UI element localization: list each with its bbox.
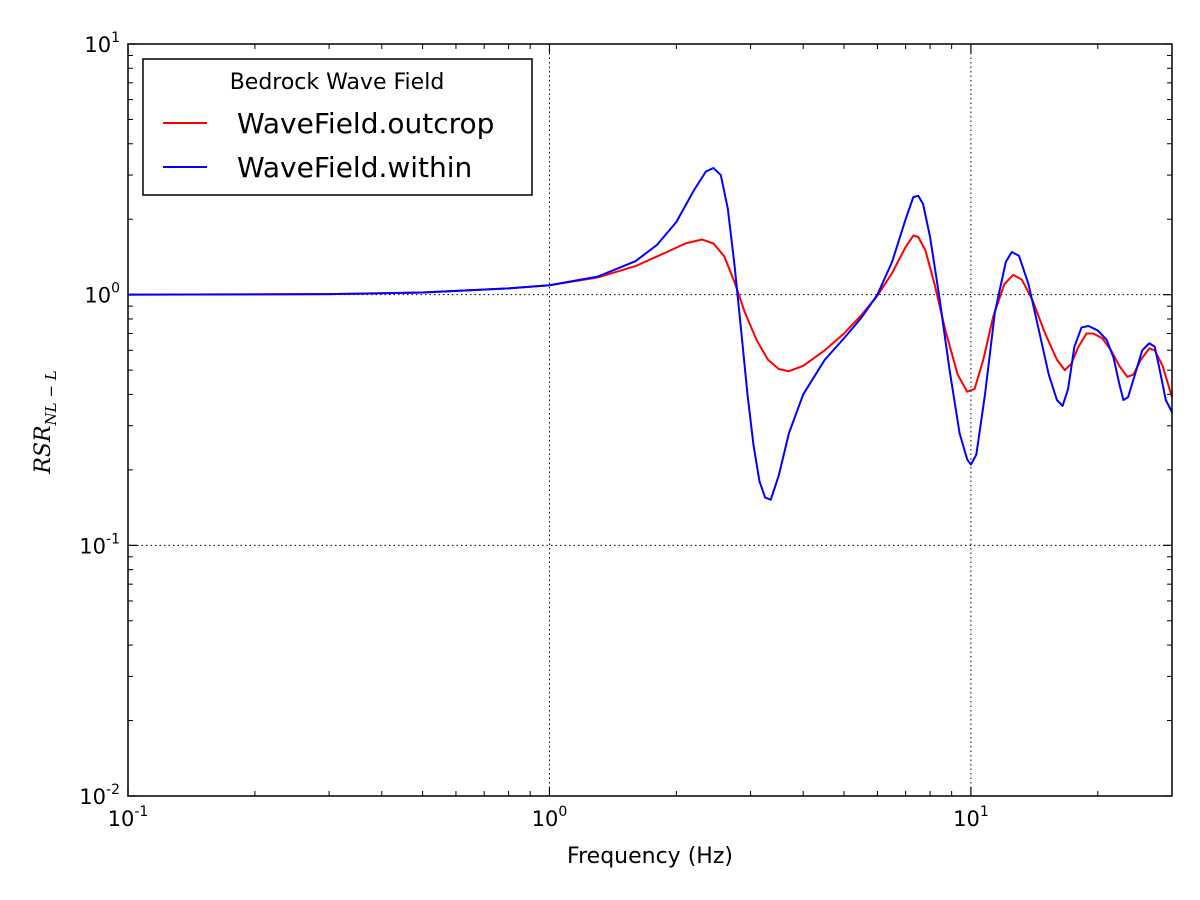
legend-box — [142, 58, 533, 196]
x-tick-label-exponent: 1 — [980, 804, 989, 820]
y-tick-label: 10-2 — [79, 782, 120, 809]
y-tick-label-base: 10 — [79, 785, 106, 809]
y-tick-label-base: 10 — [84, 284, 111, 308]
series-line-outcrop — [127, 234, 1173, 398]
legend-label: WaveField.within — [237, 151, 472, 184]
y-tick-label: 101 — [84, 30, 120, 57]
series-layer — [127, 167, 1173, 501]
x-tick-label: 10-1 — [108, 804, 149, 831]
y-tick-label-base: 10 — [79, 534, 106, 558]
legend: Bedrock Wave Field WaveField.outcropWave… — [142, 58, 533, 196]
x-axis-label: Frequency (Hz) — [567, 844, 733, 869]
plot-frame — [127, 43, 1173, 797]
y-axis-label: RSRNL − L — [31, 370, 60, 474]
y-tick-label: 100 — [84, 281, 120, 308]
y-axis-label-subscript: NL − L — [42, 370, 60, 426]
legend-label: WaveField.outcrop — [237, 107, 494, 140]
x-tick-label-exponent: -1 — [134, 804, 148, 820]
y-tick-label-exponent: 1 — [111, 30, 120, 46]
x-tick-label: 100 — [532, 804, 568, 831]
x-tick-label: 101 — [953, 804, 989, 831]
x-tick-label-base: 10 — [953, 807, 980, 831]
minor-ticks — [128, 44, 1172, 796]
series-line-within — [127, 167, 1173, 501]
y-tick-label-exponent: -1 — [106, 531, 120, 547]
legend-title: Bedrock Wave Field — [230, 70, 445, 95]
y-tick-label-exponent: 0 — [111, 281, 120, 297]
x-tick-label-exponent: 0 — [558, 804, 567, 820]
x-tick-label-base: 10 — [532, 807, 559, 831]
y-tick-label: 10-1 — [79, 531, 120, 558]
legend-items: WaveField.outcrop WaveField.within — [163, 107, 494, 184]
y-axis-label-base: RSR — [31, 425, 56, 474]
y-tick-label-base: 10 — [84, 33, 111, 57]
x-tick-label-base: 10 — [108, 807, 135, 831]
y-tick-label-exponent: -2 — [106, 782, 120, 798]
